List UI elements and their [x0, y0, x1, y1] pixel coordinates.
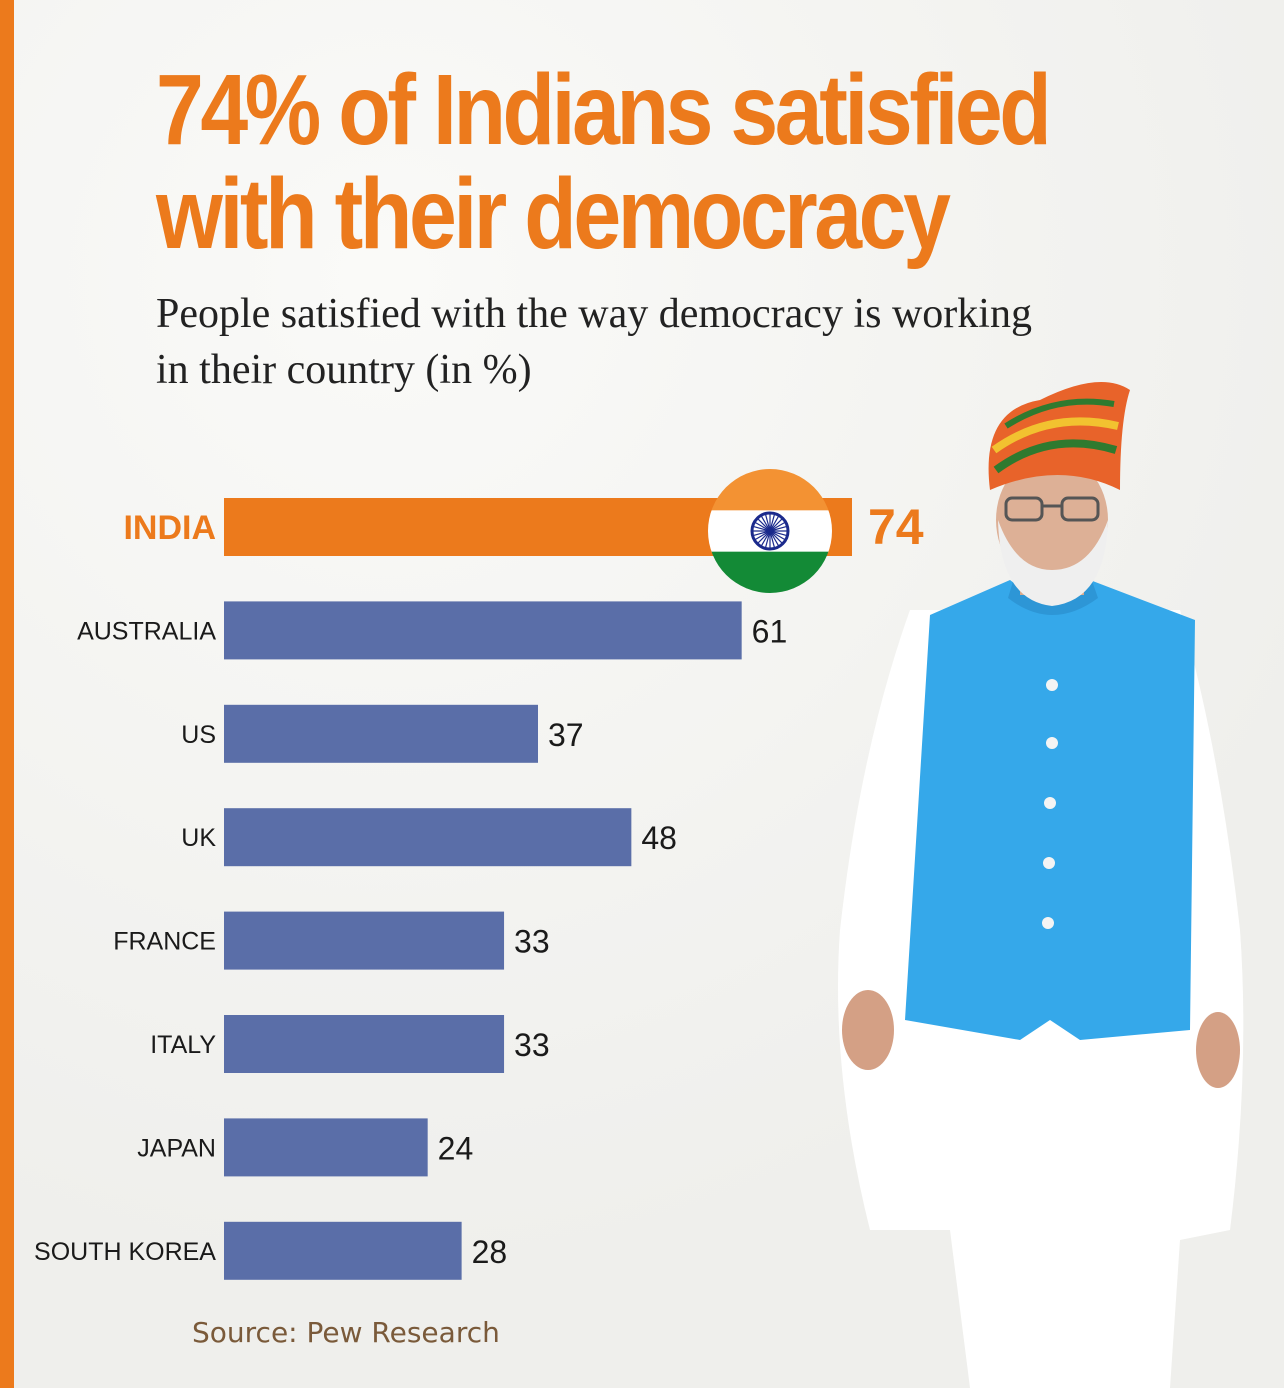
- value-label: 33: [514, 1027, 550, 1063]
- bar-italy: [224, 1015, 505, 1073]
- turban-stripe: [991, 417, 1119, 454]
- colorful-turban: [988, 382, 1130, 490]
- headline: 74% of Indians satisfied with their demo…: [156, 54, 1052, 270]
- bar-us: [224, 704, 538, 763]
- value-label: 28: [472, 1234, 508, 1270]
- headline-line-2: with their democracy: [156, 158, 951, 270]
- value-label: 37: [548, 717, 584, 753]
- value-label: 61: [752, 613, 788, 649]
- category-label: INDIA: [123, 509, 216, 547]
- category-label: US: [181, 721, 216, 749]
- blue-vest: [905, 580, 1195, 1040]
- left-hand: [842, 990, 894, 1070]
- bar-uk: [224, 808, 632, 867]
- category-label: FRANCE: [113, 928, 216, 956]
- vest-button: [1046, 737, 1058, 749]
- headline-line-1: 74% of Indians satisfied: [156, 54, 1052, 166]
- vest-button: [1042, 917, 1054, 929]
- value-label: 33: [514, 924, 550, 960]
- category-label: SOUTH KOREA: [34, 1238, 216, 1266]
- category-label: ITALY: [150, 1031, 216, 1059]
- source-note: Source: Pew Research: [192, 1316, 500, 1349]
- turban-stripe: [1004, 398, 1115, 429]
- vest-button: [1046, 679, 1058, 691]
- category-label: AUSTRALIA: [77, 617, 216, 645]
- category-label: JAPAN: [137, 1134, 216, 1162]
- bar-france: [224, 911, 505, 970]
- face: [996, 454, 1108, 586]
- subtitle: People satisfied with the way democracy …: [156, 291, 1032, 393]
- vest-button: [1044, 797, 1056, 809]
- white-beard: [998, 520, 1108, 606]
- bar-chart: INDIA 74 AUSTRALIA 61 US 37 UK 48 FRANCE 33 ITALY 3…: [34, 469, 924, 1280]
- category-label: UK: [181, 824, 216, 852]
- value-label: 48: [641, 820, 677, 856]
- bar-south-korea: [224, 1221, 462, 1280]
- bar-australia: [224, 601, 742, 660]
- value-label: 74: [868, 499, 924, 555]
- accent-stripe: [0, 0, 14, 1388]
- person-illustration: [838, 382, 1244, 1388]
- glasses-right: [1060, 496, 1100, 522]
- turban-stripe: [993, 439, 1118, 474]
- value-label: 24: [438, 1130, 474, 1166]
- glasses-left: [1004, 496, 1044, 522]
- india-flag-icon: [708, 469, 832, 593]
- vest-button: [1043, 857, 1055, 869]
- right-hand: [1196, 1012, 1240, 1088]
- bar-japan: [224, 1118, 428, 1177]
